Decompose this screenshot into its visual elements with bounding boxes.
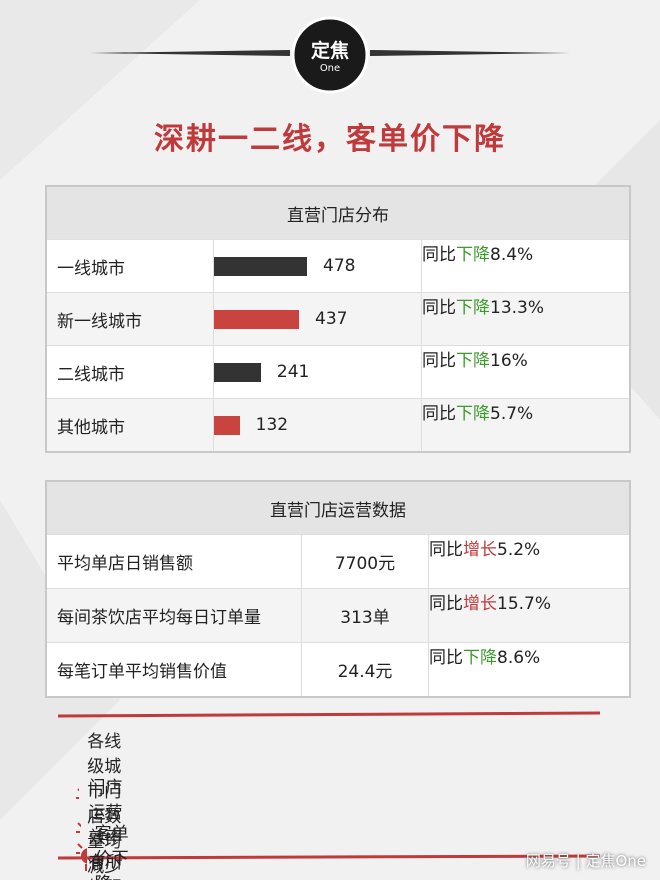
table-row: 每间茶饮店平均每日订单量 313单 同比增长15.7% xyxy=(47,588,629,642)
change-cell: 同比下降13.3% xyxy=(422,293,629,345)
change-prefix: 同比 xyxy=(422,351,456,371)
change-cell: 同比增长15.7% xyxy=(429,589,629,642)
change-prefix: 同比 xyxy=(429,540,463,560)
bar-cell: 132 xyxy=(214,399,422,451)
change-cell: 同比增长5.2% xyxy=(429,535,629,588)
change-value: 16% xyxy=(490,351,528,371)
table-row: 平均单店日销售额 7700元 同比增长5.2% xyxy=(47,534,629,588)
change-prefix: 同比 xyxy=(422,298,456,318)
bulb-icon xyxy=(76,788,80,799)
change-cell: 同比下降8.6% xyxy=(429,643,629,696)
change-cell: 同比下降16% xyxy=(422,346,629,398)
ops-table: 直营门店运营数据 平均单店日销售额 7700元 同比增长5.2% 每间茶饮店平均每日订… xyxy=(45,480,631,698)
change-cell: 同比下降5.7% xyxy=(422,399,629,451)
bullet-text: 门店运营效率有所增强 xyxy=(88,778,123,880)
bar-cell: 478 xyxy=(214,240,422,292)
bar xyxy=(214,256,307,276)
bullet: 门店运营效率有所增强 xyxy=(72,773,131,880)
change-value: 5.7% xyxy=(490,404,534,424)
metric: 平均单店日销售额 xyxy=(47,535,302,588)
change-value: 5.2% xyxy=(497,540,541,560)
bulb-icon xyxy=(76,842,87,871)
table-row: 其他城市 132 同比下降5.7% xyxy=(47,398,629,451)
change-trend: 下降 xyxy=(456,351,490,371)
value: 7700元 xyxy=(302,535,429,588)
bulb-icon xyxy=(76,821,81,833)
change-trend: 下降 xyxy=(463,648,497,668)
metric: 每笔订单平均销售价值 xyxy=(47,643,302,696)
change-cell: 同比下降8.4% xyxy=(422,240,629,292)
city: 一线城市 xyxy=(47,240,214,292)
table-row: 二线城市 241 同比下降16% xyxy=(47,345,629,398)
change-value: 8.4% xyxy=(490,245,534,265)
watermark: 网易号 | 定焦One xyxy=(525,852,646,870)
bullet-text: 客单价下降 xyxy=(94,824,129,880)
logo-text: 定焦 xyxy=(310,40,349,62)
logo-sub: One xyxy=(319,63,341,74)
table-row: 一线城市 478 同比下降8.4% xyxy=(47,239,629,292)
store-table: 直营门店分布 一线城市 478 同比下降8.4% 新一线城市 437 同比下降13.3% 二… xyxy=(45,185,631,453)
change-prefix: 同比 xyxy=(429,648,463,668)
city: 其他城市 xyxy=(47,399,214,451)
change-prefix: 同比 xyxy=(422,245,456,265)
bar xyxy=(214,309,300,329)
change-trend: 下降 xyxy=(456,404,490,424)
city: 二线城市 xyxy=(47,346,214,398)
bullet: 各线级城市门店数量均减少 xyxy=(72,727,131,877)
metric: 每间茶饮店平均每日订单量 xyxy=(47,589,302,642)
change-trend: 增长 xyxy=(463,540,497,560)
table-row: 每笔订单平均销售价值 24.4元 同比下降8.6% xyxy=(47,642,629,696)
value: 24.4元 xyxy=(302,643,429,696)
value: 313单 xyxy=(302,589,429,642)
city: 新一线城市 xyxy=(47,293,214,345)
change-trend: 增长 xyxy=(463,594,497,614)
change-prefix: 同比 xyxy=(422,404,456,424)
bar-cell: 241 xyxy=(214,346,422,398)
table-row: 新一线城市 437 同比下降13.3% xyxy=(47,292,629,345)
count: 132 xyxy=(255,415,289,435)
table-title: 直营门店运营数据 xyxy=(47,482,629,534)
count: 241 xyxy=(276,362,310,382)
bar-cell: 437 xyxy=(214,293,422,345)
change-prefix: 同比 xyxy=(429,594,463,614)
count: 478 xyxy=(323,256,356,276)
bullet-text: 各线级城市门店数量均减少 xyxy=(87,732,122,877)
change-value: 15.7% xyxy=(497,594,552,614)
bar xyxy=(214,415,240,435)
change-trend: 下降 xyxy=(456,298,490,318)
title: 深耕一二线，客单价下降 xyxy=(154,122,506,157)
bar xyxy=(214,362,261,382)
change-value: 13.3% xyxy=(490,298,545,318)
bullet: 客单价下降 xyxy=(72,819,131,880)
change-value: 8.6% xyxy=(497,648,541,668)
change-trend: 下降 xyxy=(456,245,490,265)
table-title: 直营门店分布 xyxy=(47,187,629,239)
count: 437 xyxy=(315,309,348,329)
